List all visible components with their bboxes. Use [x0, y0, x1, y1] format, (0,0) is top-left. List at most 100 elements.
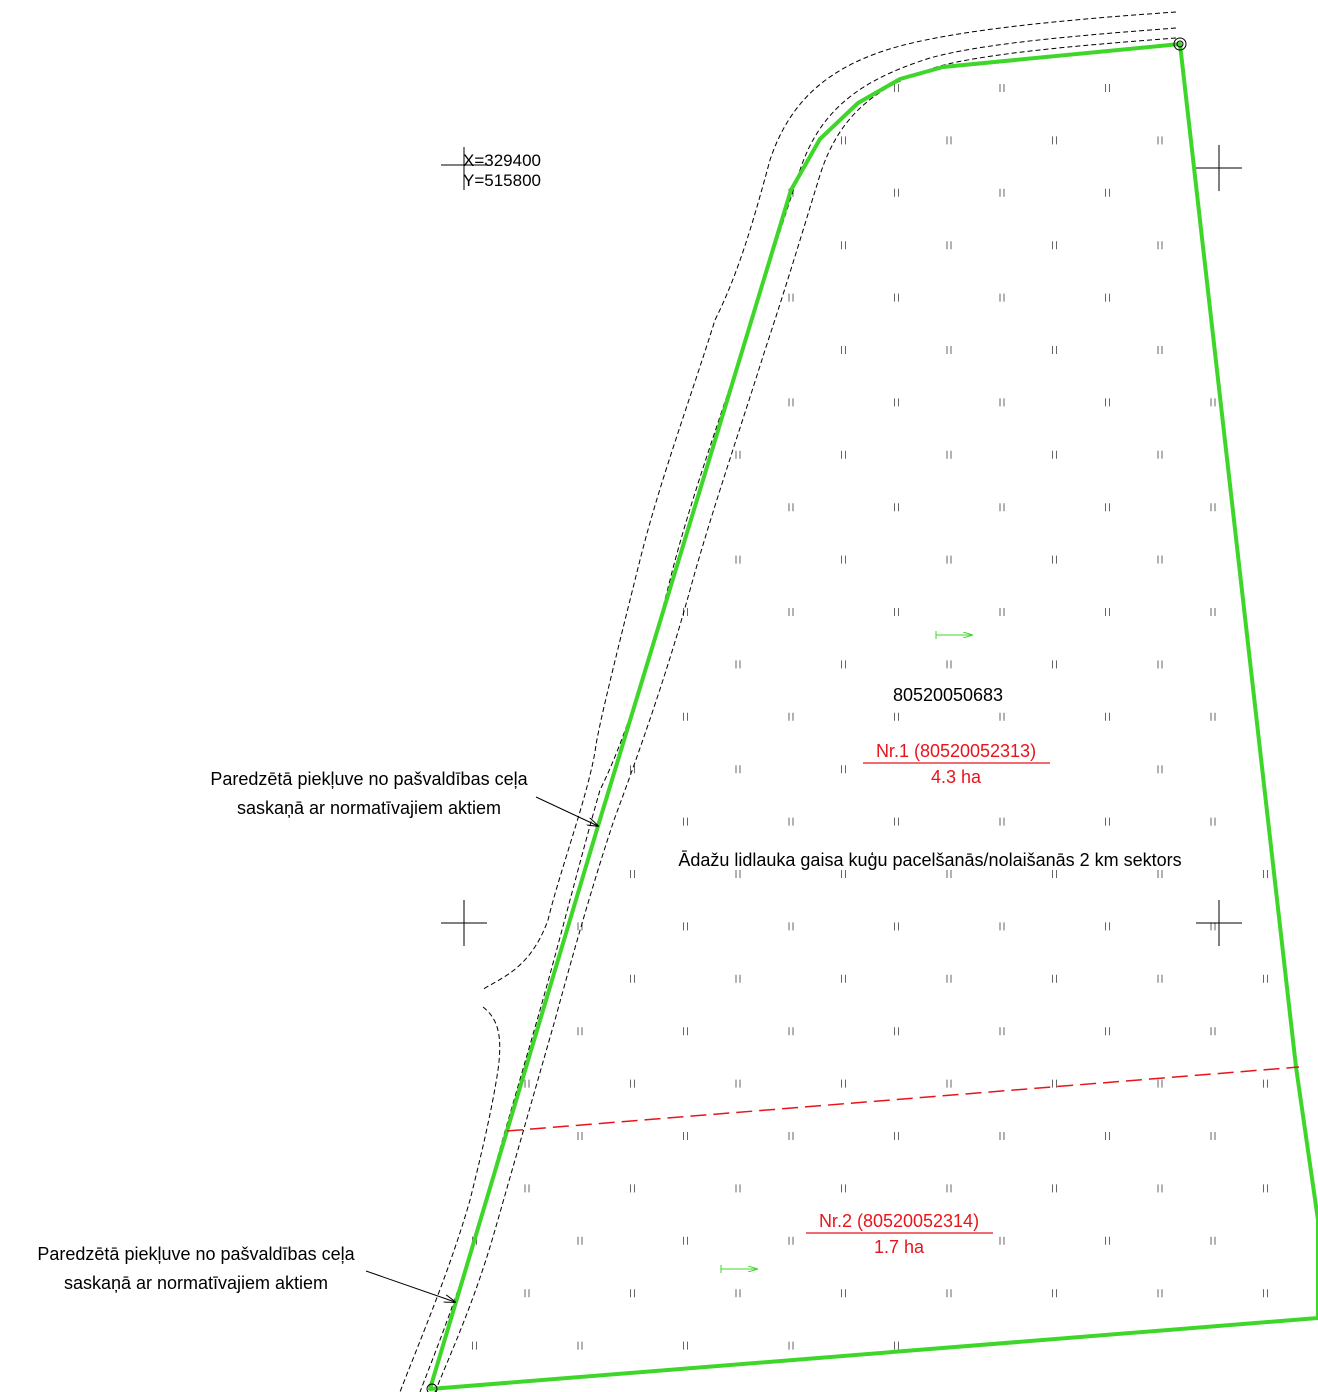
meadow-symbol	[946, 974, 952, 983]
meadow-symbol	[1052, 450, 1057, 459]
meadow-symbol	[788, 817, 794, 826]
meadow-symbol	[788, 1236, 794, 1245]
road-edge-inner	[419, 27, 1177, 1392]
parcel-1-label[interactable]: Nr.1 (80520052313)	[876, 741, 1036, 761]
meadow-symbol	[1263, 870, 1268, 878]
meadow-symbol	[577, 1027, 583, 1036]
access-note-2-line1: Paredzētā piekļuve no pašvaldības ceļa	[37, 1244, 355, 1264]
meadow-symbol	[1210, 503, 1216, 512]
road-edges	[399, 11, 1177, 1392]
meadow-symbol	[946, 1079, 952, 1088]
meadow-symbol	[946, 241, 952, 250]
meadow-symbol	[946, 870, 952, 878]
meadow-symbol	[735, 660, 741, 669]
meadow-symbol	[841, 136, 846, 145]
meadow-symbol	[735, 450, 741, 459]
meadow-symbol	[1105, 188, 1110, 197]
meadow-symbol	[524, 1184, 530, 1193]
meadow-symbol	[946, 1184, 952, 1193]
meadow-symbol	[999, 398, 1005, 407]
meadow-symbol	[788, 503, 794, 512]
meadow-symbol	[735, 1289, 741, 1298]
meadow-symbol	[1052, 555, 1057, 564]
parcel-boundary[interactable]	[428, 42, 1318, 1391]
coordinate-y-label: Y=515800	[463, 171, 541, 190]
meadow-symbol	[1105, 1027, 1110, 1036]
meadow-symbol	[946, 346, 952, 354]
parcel-2-label[interactable]: Nr.2 (80520052314)	[819, 1211, 979, 1231]
meadow-symbol	[1105, 293, 1110, 302]
meadow-symbol	[788, 712, 794, 721]
meadow-symbol	[894, 817, 899, 826]
green-arrow-icon	[720, 1265, 757, 1273]
meadow-symbol	[1105, 922, 1110, 931]
meadow-symbol	[1210, 608, 1216, 616]
meadow-symbol	[1157, 660, 1163, 669]
meadow-symbol	[1157, 1079, 1163, 1088]
parcel-2-area: 1.7 ha	[874, 1237, 925, 1257]
meadow-symbol	[1052, 1289, 1057, 1298]
meadow-symbol	[841, 346, 846, 354]
meadow-symbol	[841, 660, 846, 669]
meadow-symbol	[1157, 241, 1163, 250]
meadow-symbol	[999, 922, 1005, 931]
meadow-symbol	[788, 398, 794, 407]
meadow-symbol	[577, 1236, 583, 1245]
meadow-hatch-pattern	[472, 84, 1268, 1350]
meadow-symbol	[946, 555, 952, 564]
meadow-symbol	[946, 450, 952, 459]
arrow-icon	[365, 1270, 455, 1302]
meadow-symbol	[630, 1079, 635, 1088]
meadow-symbol	[999, 503, 1005, 512]
parcel-division-line[interactable]	[506, 1066, 1300, 1132]
meadow-symbol	[894, 608, 899, 616]
meadow-symbol	[683, 1027, 688, 1036]
meadow-symbol	[894, 84, 899, 92]
meadow-symbol	[735, 1079, 741, 1088]
boundary-point-bottom	[426, 1383, 438, 1392]
meadow-symbol	[683, 817, 688, 826]
meadow-symbol	[894, 922, 899, 931]
meadow-symbol	[1105, 817, 1110, 826]
road-edge-outer	[481, 11, 1177, 991]
meadow-symbol	[1052, 1079, 1057, 1088]
cadastral-number: 80520050683	[893, 685, 1003, 705]
meadow-symbol	[1105, 712, 1110, 721]
meadow-symbol	[630, 870, 635, 878]
meadow-symbol	[630, 1289, 635, 1298]
meadow-symbol	[841, 765, 846, 774]
meadow-symbol	[1263, 1079, 1268, 1088]
meadow-symbol	[1105, 1236, 1110, 1245]
meadow-symbol	[999, 293, 1005, 302]
meadow-symbol	[841, 1184, 846, 1193]
meadow-symbol	[1210, 712, 1216, 721]
meadow-symbol	[1157, 974, 1163, 983]
meadow-symbol	[1105, 503, 1110, 512]
meadow-symbol	[788, 1132, 794, 1140]
meadow-symbol	[894, 1341, 899, 1350]
grid-cross-icon	[441, 900, 487, 946]
meadow-symbol	[1157, 870, 1163, 878]
meadow-symbol	[894, 188, 899, 197]
meadow-symbol	[1157, 346, 1163, 354]
meadow-symbol	[683, 922, 688, 931]
meadow-symbol	[894, 503, 899, 512]
access-note-1-line1: Paredzētā piekļuve no pašvaldības ceļa	[210, 769, 528, 789]
meadow-symbol	[788, 293, 794, 302]
meadow-symbol	[788, 1027, 794, 1036]
meadow-symbol	[841, 1079, 846, 1088]
grid-cross-icon	[1196, 145, 1242, 191]
airfield-sector-label: Ādažu lidlauka gaisa kuģu pacelšanās/nol…	[678, 850, 1181, 870]
meadow-symbol	[841, 870, 846, 878]
parcel-1-area: 4.3 ha	[931, 767, 982, 787]
meadow-symbol	[946, 1289, 952, 1298]
meadow-symbol	[1105, 398, 1110, 407]
meadow-symbol	[1210, 922, 1216, 931]
meadow-symbol	[894, 293, 899, 302]
meadow-symbol	[946, 660, 952, 669]
road-edge-parallel	[434, 37, 1177, 1392]
meadow-symbol	[999, 712, 1005, 721]
meadow-symbol	[630, 974, 635, 983]
meadow-symbol	[1157, 555, 1163, 564]
meadow-symbol	[630, 1184, 635, 1193]
